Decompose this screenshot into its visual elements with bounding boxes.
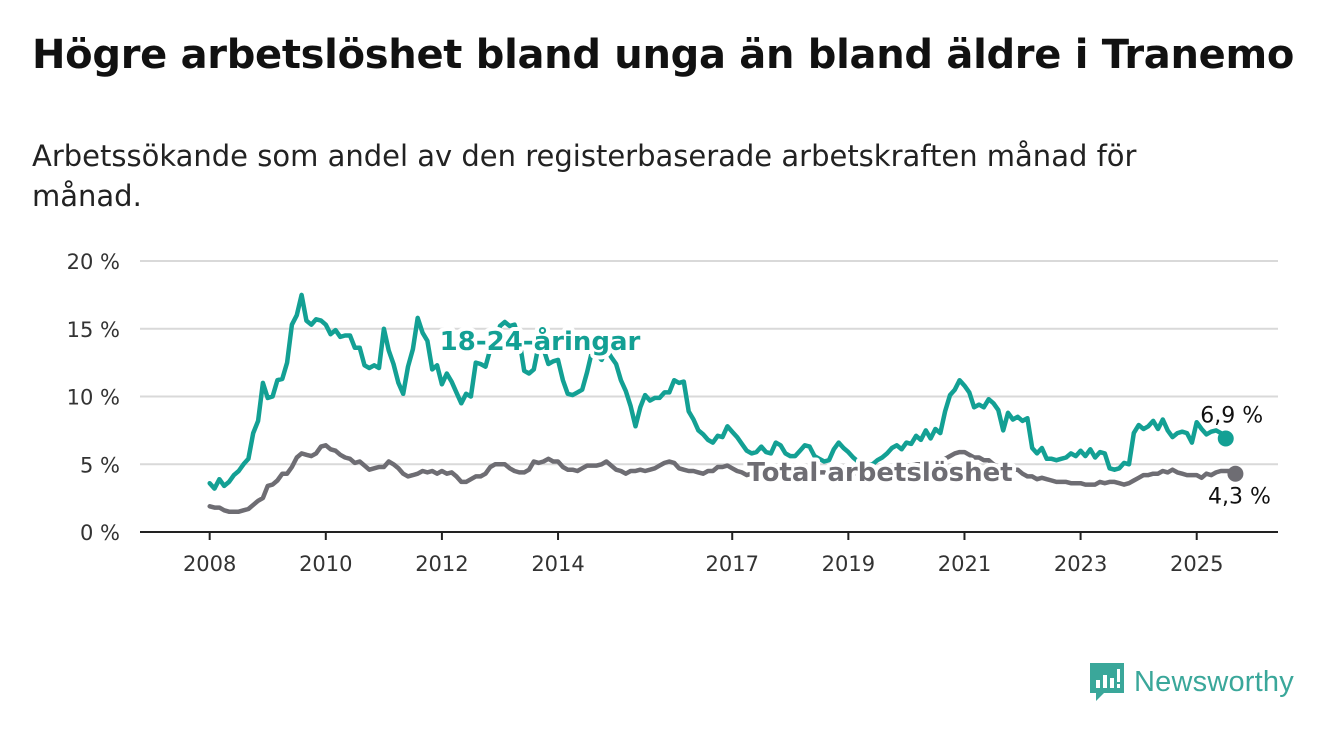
y-tick-label: 5 % [80, 453, 120, 477]
end-value-label: 6,9 % [1200, 404, 1263, 429]
y-tick-label: 0 % [80, 521, 120, 545]
series-group [207, 292, 1244, 514]
series-labels: 6,9 %4,3 %18-24-åringar18-24-åringarTota… [436, 321, 1271, 510]
chart-title: Högre arbetslöshet bland unga än bland ä… [32, 32, 1295, 78]
x-tick-label: 2019 [822, 552, 875, 576]
brand-logo: Newsworthy [1088, 660, 1294, 704]
series-label: Total arbetslöshet [747, 458, 1012, 488]
series-end-point [1227, 465, 1244, 482]
brand-name: Newsworthy [1134, 665, 1294, 698]
y-tick-label: 20 % [67, 250, 120, 274]
end-value-label: 4,3 % [1208, 485, 1271, 510]
x-tick-label: 2023 [1054, 552, 1107, 576]
x-tick-label: 2010 [299, 552, 352, 576]
x-tick-label: 2008 [183, 552, 236, 576]
newsworthy-logo-icon [1090, 663, 1124, 701]
x-tick-label: 2014 [531, 552, 584, 576]
y-tick-label: 10 % [67, 386, 120, 410]
x-tick-label: 2021 [938, 552, 991, 576]
y-axis: 0 % 5 % 10 % 15 % 20 % [67, 250, 120, 545]
x-tick-label: 2017 [705, 552, 758, 576]
gridlines [140, 260, 1278, 466]
series-line [207, 292, 1228, 491]
x-tick-label: 2025 [1170, 552, 1223, 576]
series-label-halo: 18-24-åringar [440, 325, 641, 357]
chart-subtitle: Arbetssökande som andel av den registerb… [32, 139, 1137, 213]
y-tick-label: 15 % [67, 318, 120, 342]
series-line [207, 443, 1238, 514]
series-end-point [1217, 430, 1234, 447]
x-axis: 2008 2010 2012 2014 2017 2019 2021 2023 2025 [140, 531, 1278, 576]
series-label: 18-24-åringar [440, 325, 641, 357]
series-label-halo: Total arbetslöshet [747, 458, 1012, 488]
x-tick-label: 2012 [415, 552, 468, 576]
